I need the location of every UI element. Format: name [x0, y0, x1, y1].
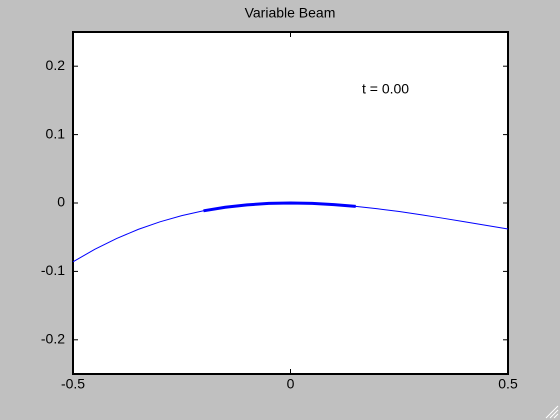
y-tick-label: 0.2: [46, 57, 66, 73]
y-tick-label: -0.1: [41, 262, 65, 278]
resize-grip[interactable]: [545, 405, 559, 419]
grip-line: [549, 409, 559, 419]
x-tick-label: 0.5: [498, 376, 518, 392]
y-tick-label: 0.1: [46, 125, 66, 141]
y-tick-label: -0.2: [41, 331, 65, 347]
grip-line: [545, 405, 559, 419]
x-tick-label: -0.5: [61, 376, 85, 392]
grip-line: [553, 413, 559, 419]
annotation: t = 0.00: [362, 81, 409, 97]
chart-title: Variable Beam: [245, 5, 336, 21]
beam-line: [203, 201, 356, 213]
y-tick-label: 0: [57, 194, 65, 210]
x-tick-label: 0: [287, 376, 295, 392]
